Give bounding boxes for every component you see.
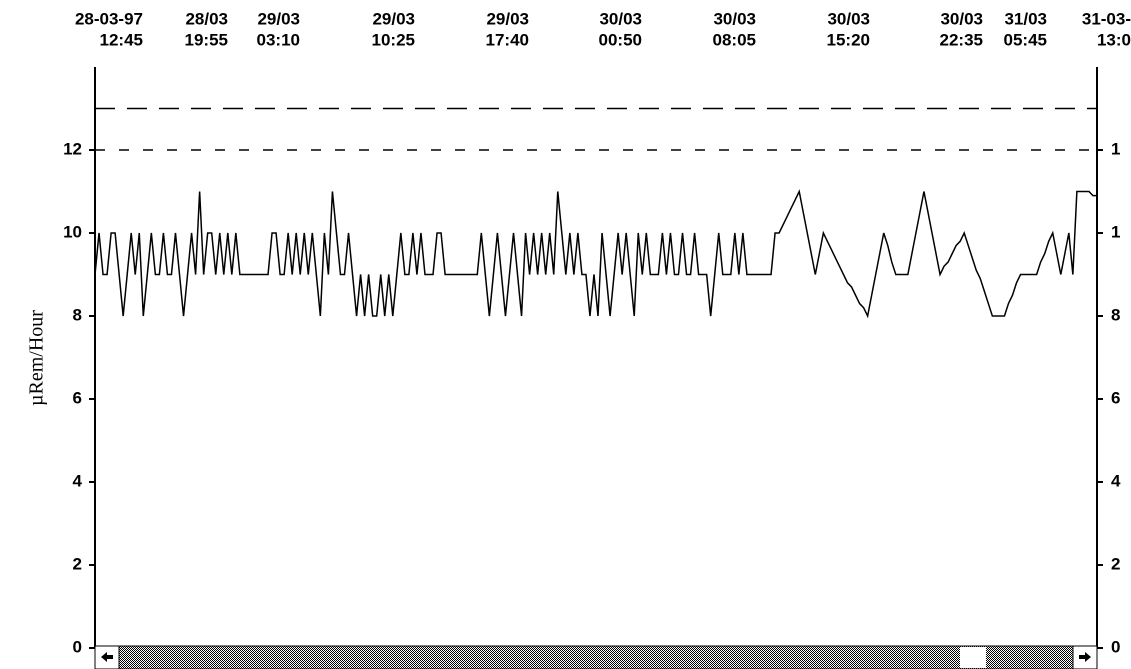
x-tick-date: 28-03-97 [75, 9, 143, 28]
x-tick-date: 30/03 [827, 9, 870, 28]
x-tick-time: 08:05 [713, 30, 756, 49]
x-tick-date: 29/03 [372, 9, 415, 28]
x-tick-time: 17:40 [486, 30, 529, 49]
arrow-left-icon [101, 652, 113, 662]
arrow-right-icon [1079, 652, 1091, 662]
y2-tick-label: 1 [1111, 139, 1120, 158]
y2-tick-label: 2 [1111, 554, 1120, 573]
x-tick-date: 30/03 [599, 9, 642, 28]
x-tick-time: 13:0 [1097, 30, 1131, 49]
x-tick-date: 28/03 [185, 9, 228, 28]
x-tick-date: 29/03 [486, 9, 529, 28]
x-tick-time: 03:10 [257, 30, 300, 49]
y-tick-label: 8 [73, 305, 82, 324]
scroll-thumb[interactable] [960, 647, 986, 668]
y-tick-label: 10 [63, 222, 82, 241]
y2-tick-label: 6 [1111, 388, 1120, 407]
y-tick-label: 0 [73, 637, 82, 656]
data-line [94, 189, 1097, 319]
x-tick-time: 19:55 [185, 30, 228, 49]
x-tick-date: 31-03- [1082, 9, 1131, 28]
x-tick-date: 31/03 [1004, 9, 1047, 28]
scrollbar[interactable] [94, 645, 1098, 669]
x-tick-time: 00:50 [599, 30, 642, 49]
y2-tick-label: 0 [1111, 637, 1120, 656]
y-tick-label: 2 [73, 554, 82, 573]
y2-tick-label: 4 [1111, 471, 1121, 490]
x-tick-time: 05:45 [1004, 30, 1047, 49]
y2-tick-label: 1 [1111, 222, 1120, 241]
y-axis-label: µRem/Hour [26, 310, 48, 406]
x-tick-time: 12:45 [100, 30, 143, 49]
x-tick-date: 30/03 [940, 9, 983, 28]
y2-tick-label: 8 [1111, 305, 1120, 324]
x-tick-date: 29/03 [257, 9, 300, 28]
x-tick-time: 15:20 [827, 30, 870, 49]
y-tick-label: 12 [63, 139, 82, 158]
x-tick-date: 30/03 [713, 9, 756, 28]
x-tick-time: 22:35 [940, 30, 983, 49]
y-tick-label: 4 [73, 471, 83, 490]
x-tick-time: 10:25 [372, 30, 415, 49]
y-tick-label: 6 [73, 388, 82, 407]
